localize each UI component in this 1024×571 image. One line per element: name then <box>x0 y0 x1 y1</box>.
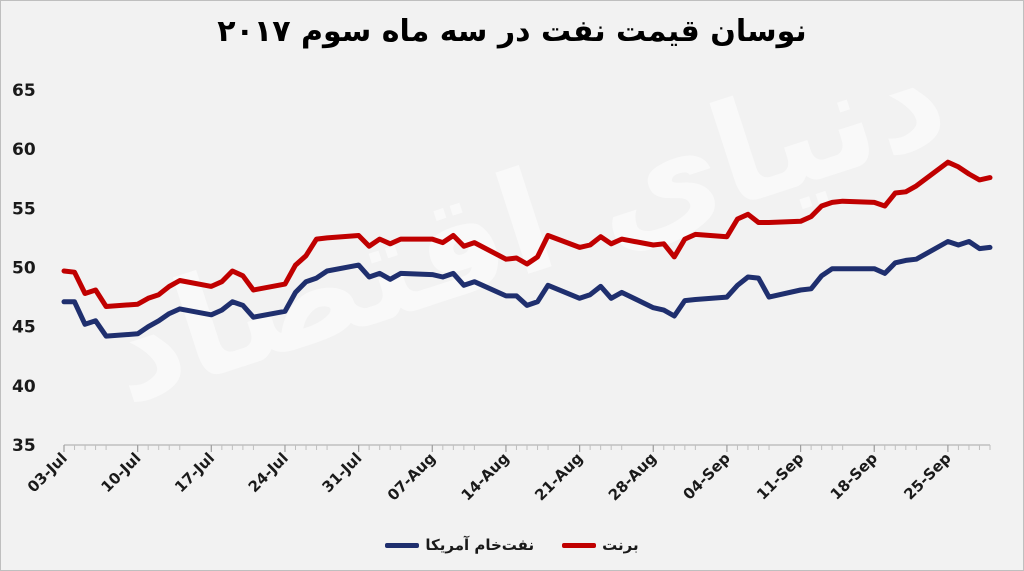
x-tick-label: 28-Aug <box>605 449 660 504</box>
legend-label-wti: نفت‌خام آمریکا <box>425 536 535 554</box>
legend-label-brent: برنت <box>602 536 639 554</box>
legend: نفت‌خام آمریکا برنت <box>0 536 1024 554</box>
x-tick-label: 17-Jul <box>171 449 218 496</box>
legend-swatch-brent <box>562 542 597 548</box>
y-tick-label: 55 <box>12 199 36 219</box>
series-line-brent <box>61 159 993 309</box>
legend-item-wti: نفت‌خام آمریکا <box>385 536 534 554</box>
y-tick-label: 50 <box>12 259 36 279</box>
x-tick-label: 10-Jul <box>97 449 144 496</box>
x-tick-label: 31-Jul <box>318 449 365 496</box>
series-line-wti <box>61 239 993 339</box>
x-tick-label: 25-Sep <box>900 449 955 504</box>
y-tick-label: 60 <box>12 140 36 160</box>
x-tick-label: 14-Aug <box>458 449 513 504</box>
y-tick-label: 45 <box>12 318 36 338</box>
x-tick-label: 04-Sep <box>679 449 734 504</box>
x-tick-label: 21-Aug <box>531 449 586 504</box>
series-lines <box>61 159 993 339</box>
y-tick-label: 40 <box>12 377 36 397</box>
legend-item-brent: برنت <box>562 536 639 554</box>
watermark: دنیای اقتصاد <box>86 13 964 437</box>
x-tick-label: 24-Jul <box>245 449 292 496</box>
watermark-text: دنیای اقتصاد <box>86 13 964 437</box>
y-tick-label: 65 <box>12 81 36 101</box>
legend-swatch-wti <box>385 542 420 548</box>
x-tick-label: 03-Jul <box>24 449 71 496</box>
chart-title: نوسان قیمت نفت در سه ماه سوم ۲۰۱۷ <box>217 14 807 49</box>
x-tick-label: 07-Aug <box>384 449 439 504</box>
x-tick-label: 11-Sep <box>753 449 808 504</box>
x-tick-label: 18-Sep <box>827 449 882 504</box>
y-tick-label: 35 <box>12 436 36 456</box>
